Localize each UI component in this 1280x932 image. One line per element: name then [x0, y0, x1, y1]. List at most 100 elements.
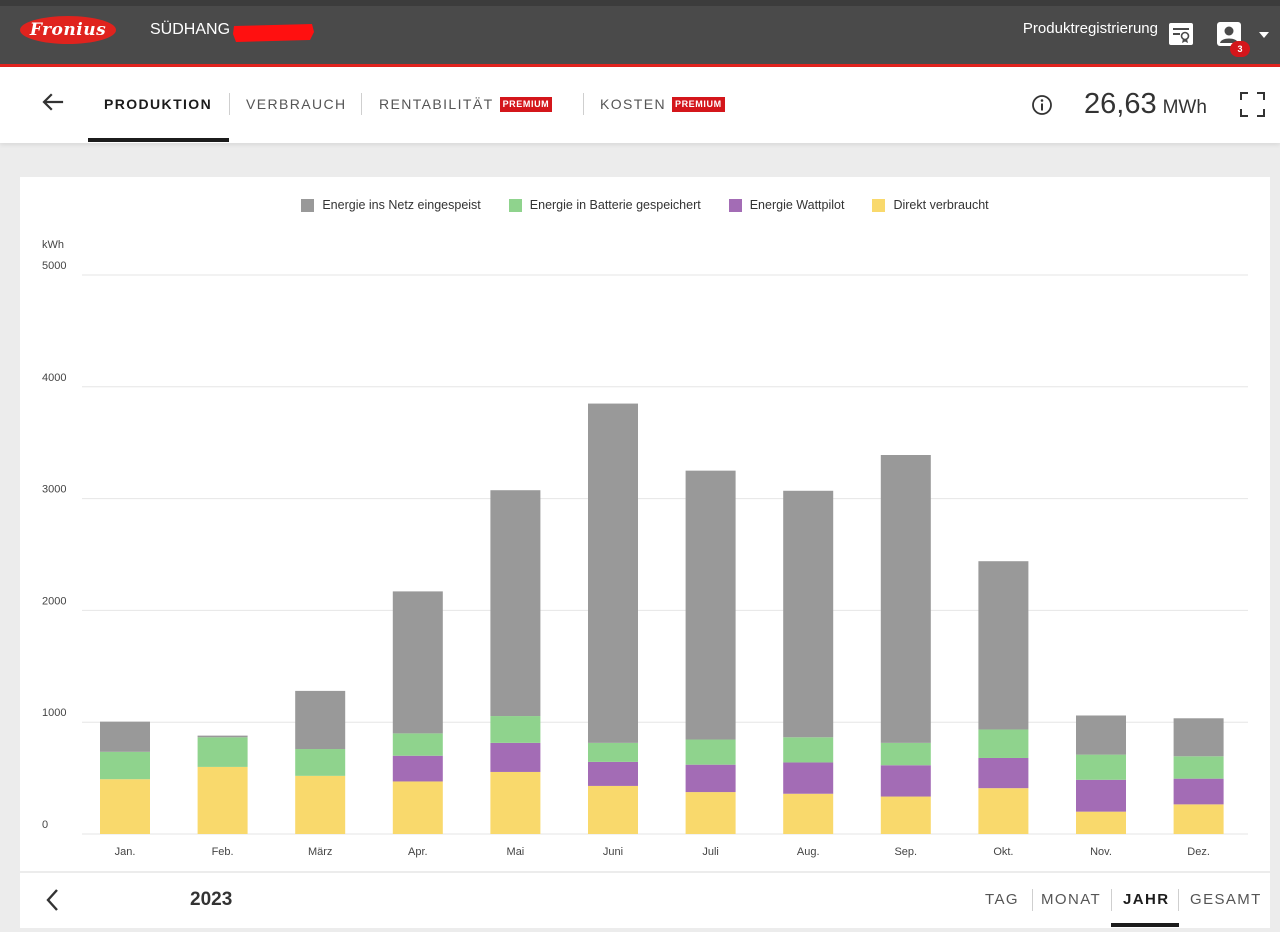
bar-segment — [1173, 756, 1224, 779]
bar-segment — [588, 742, 638, 762]
bar-segment — [100, 779, 150, 834]
period-tag[interactable]: TAG — [985, 891, 1019, 908]
bar-segment — [685, 470, 736, 740]
period-gesamt[interactable]: GESAMT — [1190, 891, 1262, 908]
bar-segment — [490, 716, 541, 743]
bar-segment — [783, 737, 834, 763]
bar-segment — [392, 733, 443, 756]
period-jahr[interactable]: JAHR — [1123, 891, 1170, 908]
legend-label: Energie ins Netz eingespeist — [322, 198, 481, 212]
x-tick-label: März — [308, 846, 332, 858]
period-footer: 2023 TAG MONAT JAHR GESAMT — [20, 873, 1270, 928]
x-tick-label: Okt. — [993, 846, 1013, 858]
legend-label: Energie Wattpilot — [749, 198, 845, 212]
header-accent-line — [0, 64, 1280, 67]
bar-segment — [1173, 778, 1224, 805]
y-tick-label: 2000 — [42, 595, 66, 607]
caret-down-icon[interactable] — [1259, 32, 1269, 38]
bar-segment — [1173, 804, 1224, 834]
legend-item[interactable]: Energie in Batterie gespeichert — [508, 195, 701, 215]
bar-segment — [490, 742, 541, 772]
chevron-left-icon[interactable] — [42, 887, 64, 913]
period-separator — [1032, 889, 1033, 911]
y-tick-label: 0 — [42, 819, 48, 831]
period-separator — [1178, 889, 1179, 911]
tab-rentabilitaet-label: RENTABILITÄT — [379, 96, 494, 112]
bar-segment — [1076, 779, 1126, 812]
bar-segment — [685, 764, 736, 793]
back-arrow-icon[interactable] — [40, 91, 66, 113]
x-tick-label: Dez. — [1187, 846, 1210, 858]
x-tick-label: Aug. — [797, 846, 820, 858]
bar-segment — [880, 454, 931, 743]
bar-segment — [295, 749, 346, 776]
bar-segment — [880, 742, 931, 766]
bar-segment — [295, 775, 346, 834]
active-tab-indicator — [88, 138, 229, 142]
y-tick-label: 1000 — [42, 707, 66, 719]
app-header — [0, 6, 1280, 64]
bar-segment — [1076, 754, 1126, 780]
x-tick-label: Feb. — [212, 846, 234, 858]
bar-segment — [392, 591, 443, 734]
production-chart: kWh 5000 4000 3000 2000 1000 0 Jan. Feb. März Apr.… — [42, 239, 1248, 858]
x-tick-label: Mai — [507, 846, 525, 858]
total-value: 26,63 — [1084, 88, 1157, 120]
legend-swatch — [301, 198, 315, 212]
bar-segment — [685, 792, 736, 834]
redaction-mark — [233, 24, 314, 42]
bar-segment — [783, 793, 834, 834]
bar-segment — [685, 739, 736, 765]
bar-segment — [295, 690, 346, 750]
x-tick-label: Juli — [702, 846, 719, 858]
selected-year: 2023 — [190, 889, 233, 910]
fullscreen-icon[interactable] — [1239, 91, 1266, 118]
tab-separator — [583, 93, 584, 115]
x-tick-label: Juni — [603, 846, 623, 858]
bar-segment — [490, 771, 541, 834]
tab-rentabilitaet[interactable]: RENTABILITÄT PREMIUM — [379, 95, 553, 113]
y-tick-label: 4000 — [42, 372, 66, 384]
plant-name[interactable]: SÜDHANG — [150, 21, 231, 38]
period-monat[interactable]: MONAT — [1041, 891, 1102, 908]
bar-segment — [1076, 811, 1126, 834]
bar-segment — [392, 781, 443, 834]
bar-segment — [783, 490, 834, 738]
tab-kosten[interactable]: KOSTEN PREMIUM — [600, 95, 725, 113]
bar-segment — [880, 796, 931, 834]
bar-segment — [783, 762, 834, 794]
total-unit: MWh — [1162, 97, 1207, 118]
total-production: 26,63 MWh — [1084, 87, 1207, 121]
legend-item[interactable]: Energie Wattpilot — [728, 195, 845, 215]
bar-segment — [588, 403, 638, 743]
tab-separator — [229, 93, 230, 115]
product-registration-link[interactable]: Produktregistrierung — [1022, 20, 1158, 37]
notification-badge[interactable]: 3 — [1230, 41, 1250, 57]
bar-segment — [392, 755, 443, 782]
bar-segment — [880, 765, 931, 797]
legend-item[interactable]: Energie ins Netz eingespeist — [301, 195, 481, 215]
bar-segment — [100, 721, 150, 752]
bar-segment — [100, 751, 150, 780]
bar-segment — [978, 788, 1029, 834]
bar-segment — [588, 761, 638, 786]
premium-badge: PREMIUM — [499, 97, 553, 112]
legend-label: Energie in Batterie gespeichert — [529, 198, 701, 212]
tab-kosten-label: KOSTEN — [600, 96, 666, 112]
y-tick-label: 5000 — [42, 260, 66, 272]
x-tick-label: Jan. — [115, 846, 136, 858]
tab-produktion[interactable]: PRODUKTION — [104, 96, 213, 112]
legend-item[interactable]: Direkt verbraucht — [872, 195, 989, 215]
tab-verbrauch[interactable]: VERBRAUCH — [246, 96, 347, 112]
legend-swatch — [728, 198, 742, 212]
x-tick-label: Nov. — [1090, 846, 1112, 858]
y-axis-label: kWh — [42, 239, 64, 251]
fronius-logo[interactable]: Fronius — [20, 16, 116, 44]
chart-legend: Energie ins Netz eingespeist Energie in B… — [20, 195, 1270, 215]
certificate-icon[interactable] — [1168, 22, 1194, 46]
info-icon[interactable] — [1031, 94, 1053, 116]
top-strip — [0, 0, 1280, 6]
bar-segment — [490, 490, 541, 717]
period-separator — [1111, 889, 1112, 911]
bar-segment — [1173, 718, 1224, 757]
